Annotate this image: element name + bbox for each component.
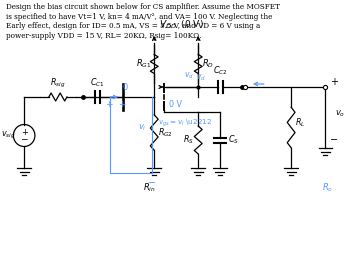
Text: $C_{C2}$: $C_{C2}$ <box>213 64 228 77</box>
Text: $v_d$: $v_d$ <box>184 70 194 81</box>
Text: +: + <box>21 128 28 137</box>
Text: +: + <box>118 100 126 108</box>
Text: −: − <box>20 134 28 143</box>
Text: $C_{C1}$: $C_{C1}$ <box>90 76 105 89</box>
Text: $R_o$: $R_o$ <box>322 182 333 194</box>
Text: $C_S$: $C_S$ <box>228 134 239 146</box>
Text: $v_d$: $v_d$ <box>196 73 206 83</box>
Text: −: − <box>330 135 338 145</box>
Text: $R_D$: $R_D$ <box>202 58 214 70</box>
Text: $R_{G2}$: $R_{G2}$ <box>158 126 173 139</box>
Text: −: − <box>148 178 156 188</box>
Text: $v_{sig}$: $v_{sig}$ <box>1 130 16 141</box>
Text: is specified to have Vt=1 V, kn= 4 mA/V², and VA= 100 V. Neglecting the: is specified to have Vt=1 V, kn= 4 mA/V²… <box>6 12 272 21</box>
Text: 0 V: 0 V <box>169 100 182 109</box>
Text: Design the bias circuit shown below for CS amplifier. Assume the MOSFET: Design the bias circuit shown below for … <box>6 3 280 11</box>
Text: $R_S$: $R_S$ <box>183 134 194 146</box>
Text: +: + <box>330 77 338 87</box>
Text: +: + <box>105 100 113 108</box>
Text: 0: 0 <box>122 83 127 92</box>
Text: $R_{G1}$: $R_{G1}$ <box>136 58 151 70</box>
Text: power-supply VDD = 15 V, RL= 20KΩ, Rsig= 100KΩ.: power-supply VDD = 15 V, RL= 20KΩ, Rsig=… <box>6 31 201 40</box>
Text: $R_{in}$: $R_{in}$ <box>143 182 156 194</box>
Text: $R_{sig}$: $R_{sig}$ <box>50 77 65 90</box>
Text: $R_L$: $R_L$ <box>295 116 306 129</box>
Text: Early effect, design for ID= 0.5 mA, VS = 3.5 V, and VD = 6 V using a: Early effect, design for ID= 0.5 mA, VS … <box>6 22 260 30</box>
Text: $V_{DD}$  (0 V): $V_{DD}$ (0 V) <box>159 18 203 31</box>
Text: $v_i$: $v_i$ <box>138 122 146 133</box>
Text: $v_{gs} = v_i$ \u2212: $v_{gs} = v_i$ \u2212 <box>158 117 212 128</box>
Text: $v_o$: $v_o$ <box>335 108 345 119</box>
